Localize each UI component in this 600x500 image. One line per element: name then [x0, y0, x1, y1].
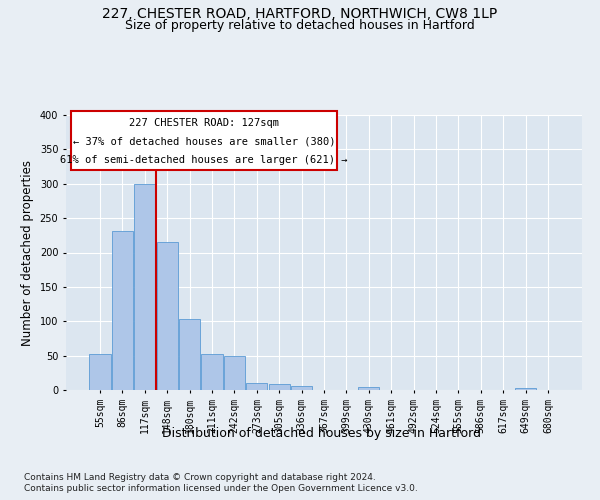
- Bar: [134, 184, 155, 390]
- Bar: [291, 386, 312, 390]
- Text: 227 CHESTER ROAD: 127sqm: 227 CHESTER ROAD: 127sqm: [129, 118, 279, 128]
- Bar: [179, 319, 200, 390]
- Text: Contains public sector information licensed under the Open Government Licence v3: Contains public sector information licen…: [24, 484, 418, 493]
- Bar: [112, 230, 133, 390]
- Bar: [246, 383, 268, 390]
- Bar: [358, 386, 379, 390]
- Bar: [269, 384, 290, 390]
- Bar: [157, 242, 178, 390]
- Text: 61% of semi-detached houses are larger (621) →: 61% of semi-detached houses are larger (…: [60, 154, 348, 164]
- Bar: [89, 354, 111, 390]
- Bar: [515, 388, 536, 390]
- Text: ← 37% of detached houses are smaller (380): ← 37% of detached houses are smaller (38…: [73, 136, 335, 146]
- Y-axis label: Number of detached properties: Number of detached properties: [21, 160, 34, 346]
- FancyBboxPatch shape: [71, 111, 337, 170]
- Bar: [224, 356, 245, 390]
- Text: Contains HM Land Registry data © Crown copyright and database right 2024.: Contains HM Land Registry data © Crown c…: [24, 472, 376, 482]
- Bar: [202, 354, 223, 390]
- Text: Distribution of detached houses by size in Hartford: Distribution of detached houses by size …: [161, 428, 481, 440]
- Text: Size of property relative to detached houses in Hartford: Size of property relative to detached ho…: [125, 19, 475, 32]
- Text: 227, CHESTER ROAD, HARTFORD, NORTHWICH, CW8 1LP: 227, CHESTER ROAD, HARTFORD, NORTHWICH, …: [103, 8, 497, 22]
